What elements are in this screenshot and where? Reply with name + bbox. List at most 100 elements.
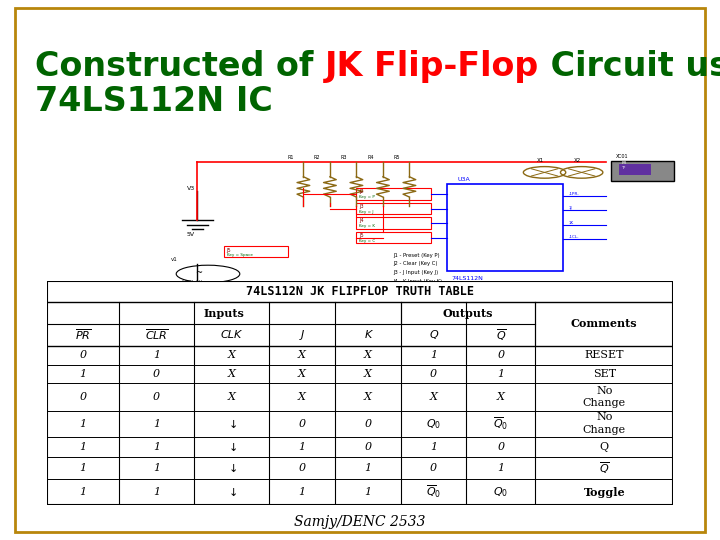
Text: $\overline{Q}_0$: $\overline{Q}_0$ (493, 415, 508, 432)
Text: 0: 0 (430, 463, 437, 473)
Text: Key = C: Key = C (359, 239, 375, 243)
Text: 1: 1 (498, 369, 505, 379)
Text: Key = Space: Key = Space (227, 253, 253, 257)
Text: SET: SET (593, 369, 616, 379)
Text: 5V: 5V (186, 232, 195, 237)
Text: R2: R2 (314, 156, 320, 160)
Bar (611, 161, 675, 181)
Text: J3: J3 (359, 204, 364, 209)
Text: JK Flip-Flop: JK Flip-Flop (325, 50, 539, 83)
Text: J4: J4 (359, 218, 364, 224)
Text: U3A: U3A (457, 177, 470, 182)
Text: Comments: Comments (571, 319, 638, 329)
Text: Key = P: Key = P (359, 195, 375, 199)
Text: R1: R1 (287, 156, 294, 160)
Text: $\overline{Q}$: $\overline{Q}$ (495, 327, 506, 343)
Text: X1: X1 (536, 158, 544, 163)
Text: $Q_0$: $Q_0$ (426, 417, 441, 430)
Text: Key = K: Key = K (359, 225, 375, 228)
Text: 0: 0 (498, 350, 505, 360)
Text: T°: T° (621, 166, 626, 171)
Text: 600Hz 5V: 600Hz 5V (181, 280, 202, 284)
Text: CLK: CLK (221, 330, 242, 340)
Text: J: J (300, 330, 304, 340)
Text: 1J: 1J (568, 206, 572, 211)
Text: 1: 1 (79, 463, 86, 473)
Text: 0: 0 (430, 369, 437, 379)
Text: R3: R3 (341, 156, 347, 160)
Text: K: K (364, 330, 372, 340)
Text: 74LS112N IC: 74LS112N IC (35, 85, 273, 118)
Text: -1CL-: -1CL- (568, 235, 579, 239)
Text: 1K: 1K (568, 221, 574, 225)
Text: 0: 0 (364, 442, 372, 451)
Text: 0: 0 (299, 463, 305, 473)
Text: 1: 1 (79, 369, 86, 379)
Text: 1: 1 (364, 487, 372, 497)
Text: J5 - Clock Input (Spacebar): J5 - Clock Input (Spacebar) (394, 287, 464, 292)
Text: PR: PR (621, 161, 627, 165)
Text: X: X (228, 392, 235, 402)
Text: 1: 1 (153, 418, 160, 429)
Text: ~: ~ (194, 268, 202, 278)
Text: $Q_0$: $Q_0$ (493, 485, 508, 499)
Text: X: X (364, 392, 372, 402)
Bar (356, 188, 431, 200)
Text: 1: 1 (153, 463, 160, 473)
Text: 0: 0 (79, 350, 86, 360)
Text: X: X (364, 369, 372, 379)
Bar (356, 217, 431, 229)
Text: J1 - Preset (Key P): J1 - Preset (Key P) (394, 253, 440, 258)
Text: 1: 1 (299, 442, 305, 451)
Text: J2 - Clear (Key C): J2 - Clear (Key C) (394, 261, 438, 266)
Text: 1: 1 (430, 350, 437, 360)
Text: X: X (228, 350, 235, 360)
Text: 1: 1 (430, 442, 437, 451)
Text: $\downarrow$: $\downarrow$ (226, 441, 237, 453)
Text: X2: X2 (574, 158, 581, 163)
Text: Toggle: Toggle (583, 487, 625, 497)
Text: X: X (430, 392, 438, 402)
Text: $\overline{CLR}$: $\overline{CLR}$ (145, 328, 168, 342)
Text: Circuit using: Circuit using (539, 50, 720, 83)
Text: J3 - J Input (Key J): J3 - J Input (Key J) (394, 270, 438, 275)
Text: $\downarrow$: $\downarrow$ (226, 417, 237, 430)
Text: -1PR-: -1PR- (568, 192, 579, 196)
Text: $\overline{Q}_0$: $\overline{Q}_0$ (426, 484, 441, 500)
Bar (618, 164, 651, 176)
Text: 1: 1 (498, 463, 505, 473)
Text: XC01: XC01 (616, 154, 629, 159)
Text: $\overline{PR}$: $\overline{PR}$ (75, 328, 91, 342)
Text: $\overline{Q}$: $\overline{Q}$ (599, 460, 610, 476)
Text: Q: Q (600, 442, 609, 451)
Text: $\downarrow$: $\downarrow$ (226, 462, 237, 474)
Text: Inputs: Inputs (203, 308, 244, 319)
Text: 0: 0 (153, 392, 160, 402)
Text: 1: 1 (79, 487, 86, 497)
Text: 1: 1 (79, 418, 86, 429)
Text: No
Change: No Change (582, 386, 626, 408)
Text: X: X (364, 350, 372, 360)
Text: X: X (497, 392, 505, 402)
Text: X: X (228, 369, 235, 379)
Text: 74LS112N: 74LS112N (452, 276, 484, 281)
Text: R4: R4 (367, 156, 374, 160)
Text: 0: 0 (498, 442, 505, 451)
Text: $\downarrow$: $\downarrow$ (226, 486, 237, 498)
Text: R5: R5 (394, 156, 400, 160)
Text: 1: 1 (299, 487, 305, 497)
Text: 0: 0 (79, 392, 86, 402)
Text: RESET: RESET (585, 350, 624, 360)
Text: 1: 1 (364, 463, 372, 473)
Text: 74LS112N JK FLIPFLOP TRUTH TABLE: 74LS112N JK FLIPFLOP TRUTH TABLE (246, 285, 474, 298)
Text: X: X (298, 369, 306, 379)
Text: Constructed of: Constructed of (35, 50, 325, 83)
Text: 1: 1 (153, 487, 160, 497)
Text: Q: Q (429, 330, 438, 340)
Text: J2: J2 (359, 190, 364, 194)
Text: 1: 1 (79, 442, 86, 451)
Text: Samjy/DENC 2533: Samjy/DENC 2533 (294, 515, 426, 529)
Bar (356, 203, 431, 214)
Text: v1: v1 (171, 257, 178, 262)
Text: 1: 1 (153, 442, 160, 451)
